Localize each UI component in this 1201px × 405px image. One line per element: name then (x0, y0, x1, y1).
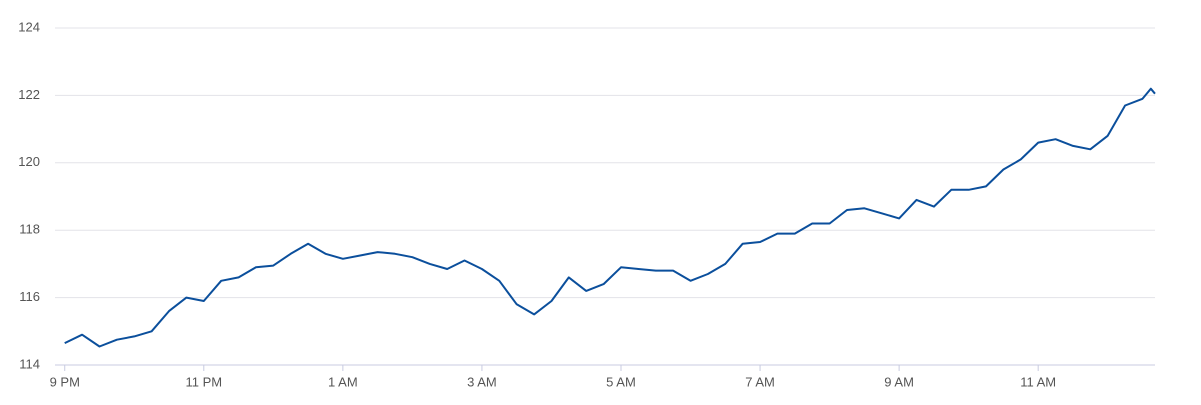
y-tick-label: 122 (18, 87, 40, 102)
x-tick-label: 9 PM (50, 374, 80, 389)
x-tick-label: 11 PM (185, 374, 222, 389)
y-tick-label: 118 (19, 222, 40, 237)
y-tick-label: 124 (18, 19, 40, 34)
x-tick-label: 7 AM (745, 374, 775, 389)
y-tick-label: 114 (19, 356, 40, 371)
x-tick-label: 9 AM (884, 374, 914, 389)
x-tick-label: 5 AM (606, 374, 636, 389)
line (64, 87, 1156, 348)
y-tick-label: 120 (18, 154, 40, 169)
y-tick-label: 116 (19, 289, 40, 304)
x-tick-label: 3 AM (467, 374, 497, 389)
x-tick-label: 11 AM (1020, 374, 1056, 389)
x-tick-label: 1 AM (328, 374, 358, 389)
